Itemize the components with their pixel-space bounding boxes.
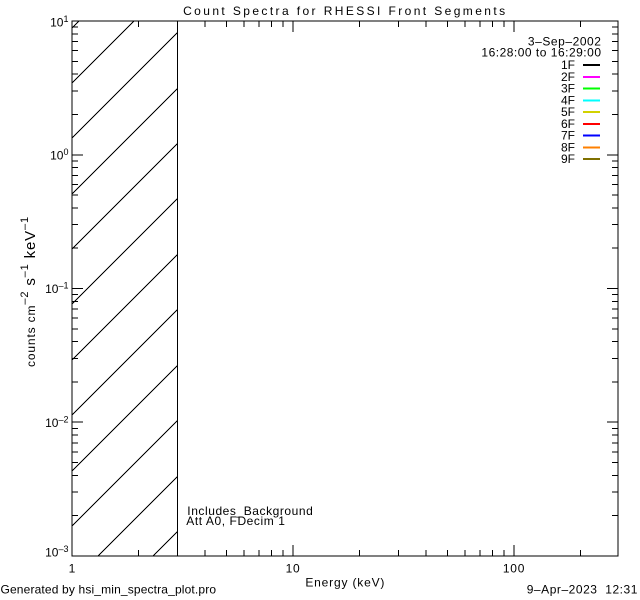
svg-text:1: 1 (69, 562, 76, 576)
svg-text:2F: 2F (561, 70, 575, 84)
svg-text:Energy (keV): Energy (keV) (305, 575, 385, 589)
svg-text:10: 10 (286, 562, 301, 576)
svg-text:1F: 1F (561, 58, 575, 72)
svg-text:Att A0, FDecim 1: Att A0, FDecim 1 (186, 514, 285, 528)
svg-text:counts cm–2 s–1 keV–1: counts cm–2 s–1 keV–1 (19, 216, 39, 367)
svg-text:7F: 7F (561, 129, 575, 143)
svg-text:9F: 9F (561, 152, 575, 166)
svg-text:8F: 8F (561, 140, 575, 154)
svg-text:3F: 3F (561, 82, 575, 96)
svg-text:100: 100 (503, 562, 525, 576)
svg-text:9–Apr–2023 12:31: 9–Apr–2023 12:31 (527, 583, 638, 597)
svg-text:6F: 6F (561, 117, 575, 131)
svg-text:Generated by hsi_min_spectra_p: Generated by hsi_min_spectra_plot.pro (1, 583, 217, 597)
svg-text:Count Spectra for RHESSI Front: Count Spectra for RHESSI Front Segments (183, 4, 507, 18)
svg-text:16:28:00 to 16:29:00: 16:28:00 to 16:29:00 (481, 45, 601, 59)
svg-text:3–Sep–2002: 3–Sep–2002 (528, 35, 602, 49)
svg-text:4F: 4F (561, 94, 575, 108)
svg-text:5F: 5F (561, 105, 575, 119)
svg-text:Includes_Background: Includes_Background (187, 504, 313, 518)
